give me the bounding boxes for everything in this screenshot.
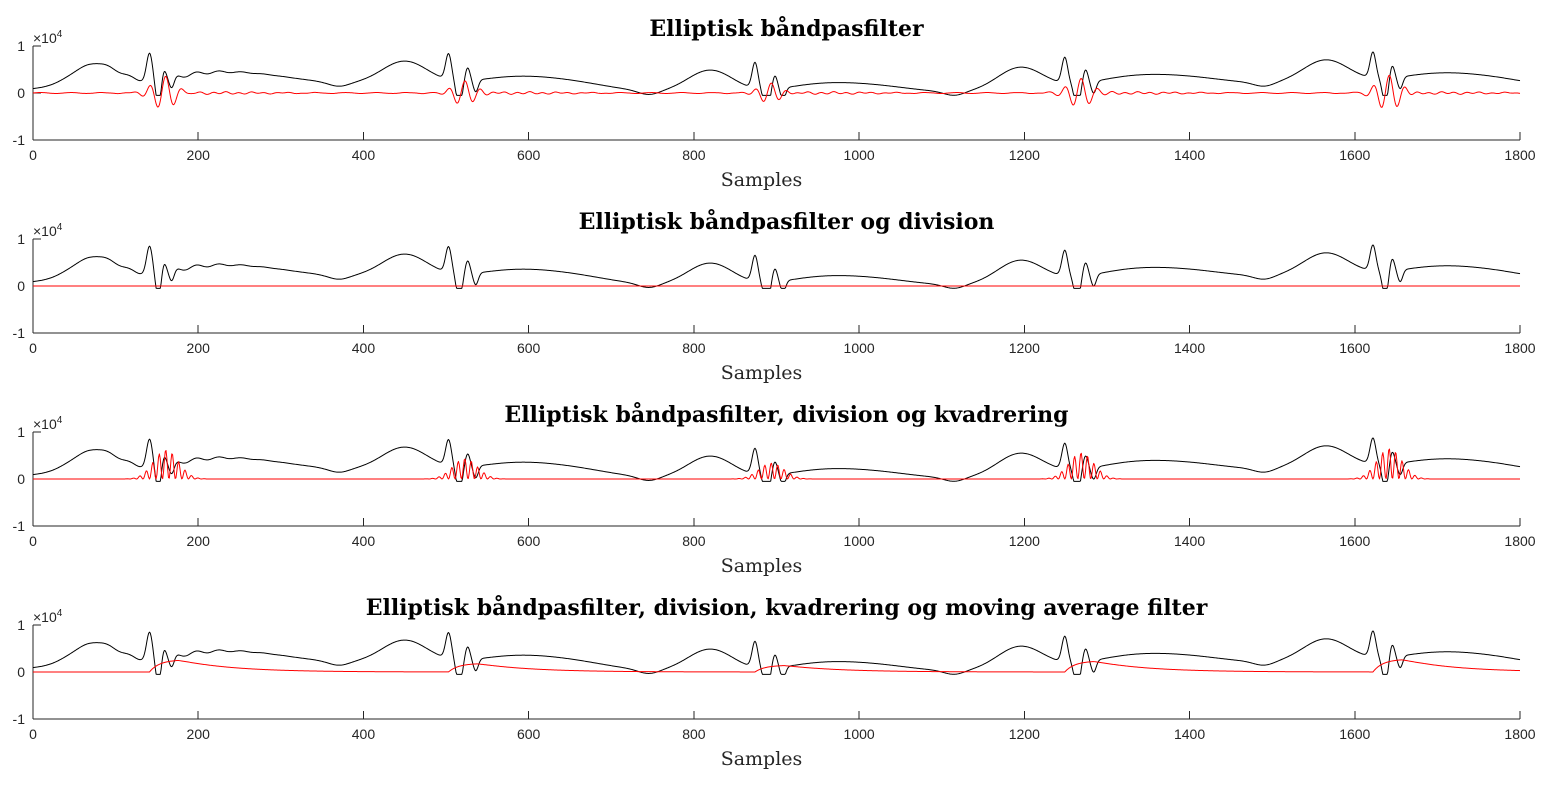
x-tick-label: 800 [682, 726, 706, 742]
y-tick-label: 1 [17, 38, 25, 54]
x-tick-label: 1400 [1174, 147, 1205, 163]
y-exponent-label: ×104 [33, 222, 63, 239]
x-tick-label: 200 [187, 147, 211, 163]
y-tick-label: 0 [17, 85, 25, 101]
y-tick-label: 0 [17, 278, 25, 294]
x-tick-label: 600 [517, 726, 541, 742]
x-tick-label: 1600 [1339, 726, 1370, 742]
x-tick-label: 600 [517, 340, 541, 356]
x-axis-label: Samples [721, 362, 803, 384]
y-exponent-label: ×104 [33, 29, 63, 46]
y-tick-label: -1 [13, 711, 26, 727]
x-tick-label: 1400 [1174, 340, 1205, 356]
chart-title: Elliptisk båndpasfilter [649, 16, 924, 42]
x-tick-label: 1200 [1009, 340, 1040, 356]
x-tick-label: 1600 [1339, 147, 1370, 163]
x-tick-label: 1000 [844, 533, 875, 549]
chart-title: Elliptisk båndpasfilter og division [579, 209, 995, 235]
y-tick-label: 1 [17, 617, 25, 633]
x-tick-label: 0 [29, 726, 37, 742]
y-tick-label: 0 [17, 471, 25, 487]
ecg-signal-line [32, 51, 1521, 96]
x-tick-label: 200 [187, 533, 211, 549]
x-tick-label: 800 [682, 533, 706, 549]
x-tick-label: 1800 [1504, 533, 1535, 549]
x-tick-label: 400 [352, 147, 376, 163]
y-exponent-label: ×104 [33, 415, 63, 432]
x-tick-label: 600 [517, 147, 541, 163]
ecg-signal-line [32, 244, 1521, 289]
x-axis-label: Samples [721, 169, 803, 191]
y-tick-label: -1 [13, 132, 26, 148]
x-tick-label: 1800 [1504, 726, 1535, 742]
y-tick-label: 1 [17, 231, 25, 247]
x-tick-label: 400 [352, 533, 376, 549]
x-tick-label: 0 [29, 533, 37, 549]
x-tick-label: 200 [187, 726, 211, 742]
chart-panel-3: Elliptisk båndpasfilter, division og kva… [13, 402, 1536, 577]
filtered-signal-line [32, 74, 1521, 108]
y-tick-label: 1 [17, 424, 25, 440]
x-tick-label: 1000 [844, 147, 875, 163]
x-tick-label: 1400 [1174, 533, 1205, 549]
x-tick-label: 400 [352, 340, 376, 356]
y-tick-label: -1 [13, 518, 26, 534]
x-tick-label: 1000 [844, 340, 875, 356]
chart-panel-2: Elliptisk båndpasfilter og division ×104 0… [13, 209, 1536, 384]
x-tick-label: 600 [517, 533, 541, 549]
x-tick-label: 800 [682, 147, 706, 163]
chart-title: Elliptisk båndpasfilter, division, kvadr… [366, 595, 1208, 621]
x-tick-label: 0 [29, 340, 37, 356]
x-tick-label: 1000 [844, 726, 875, 742]
y-exponent-label: ×104 [33, 608, 63, 625]
y-tick-label: -1 [13, 325, 26, 341]
x-tick-label: 1200 [1009, 533, 1040, 549]
chart-title: Elliptisk båndpasfilter, division og kva… [504, 402, 1068, 428]
x-tick-label: 200 [187, 340, 211, 356]
filtered-signal-line [33, 448, 1520, 480]
x-tick-label: 1800 [1504, 147, 1535, 163]
chart-panel-4: Elliptisk båndpasfilter, division, kvadr… [13, 595, 1536, 770]
x-tick-label: 0 [29, 147, 37, 163]
x-tick-label: 400 [352, 726, 376, 742]
x-tick-label: 1600 [1339, 340, 1370, 356]
x-tick-label: 1200 [1009, 726, 1040, 742]
x-tick-label: 1400 [1174, 726, 1205, 742]
y-tick-label: 0 [17, 664, 25, 680]
x-axis-label: Samples [721, 748, 803, 770]
x-axis-label: Samples [721, 555, 803, 577]
filtered-signal-line [33, 659, 1521, 673]
ecg-signal-line [32, 437, 1521, 482]
chart-panel-1: Elliptisk båndpasfilter ×104 0 200 400 600 800… [13, 16, 1536, 191]
ecg-signal-line [32, 630, 1521, 675]
x-tick-label: 1200 [1009, 147, 1040, 163]
x-tick-label: 1600 [1339, 533, 1370, 549]
x-tick-label: 1800 [1504, 340, 1535, 356]
x-tick-label: 800 [682, 340, 706, 356]
